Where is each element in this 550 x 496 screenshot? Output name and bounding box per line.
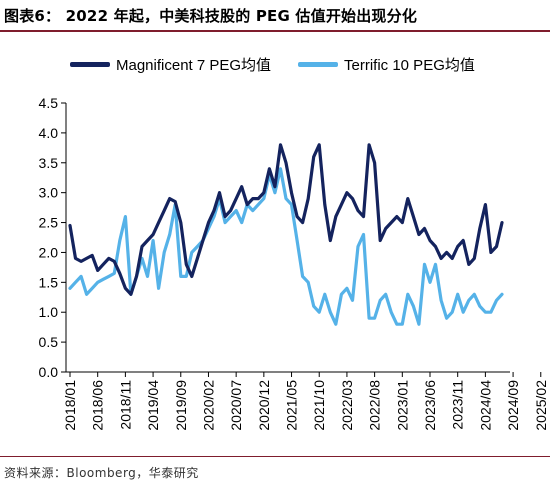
x-tick-label: 2019/04 [145,380,161,431]
x-tick-label: 2025/02 [533,380,549,431]
series-line-terrific-10 [68,167,504,326]
y-tick-label: 2.5 [39,215,59,231]
series-line-magnificent-7 [68,143,504,296]
source-divider [0,456,550,457]
legend-swatch-magnificent-7 [70,61,110,67]
title-divider [0,30,550,32]
x-tick-label: 2020/07 [228,380,244,431]
x-tick-label: 2023/11 [450,380,466,430]
legend-label-terrific-10: Terrific 10 PEG均值 [344,56,475,74]
y-tick-label: 0.5 [39,334,59,350]
y-tick-label: 1.5 [39,274,59,290]
y-tick-label: 4.0 [39,125,59,141]
title-bar: 图表6： 2022 年起，中美科技股的 PEG 估值开始出现分化 [0,0,550,30]
x-tick-label: 2019/09 [173,380,189,431]
legend-swatch-terrific-10 [298,61,338,67]
x-tick-label: 2022/03 [339,380,355,431]
x-tick-label: 2022/08 [367,380,383,431]
chart-title: 图表6： 2022 年起，中美科技股的 PEG 估值开始出现分化 [4,7,418,25]
y-tick-label: 1.0 [39,304,59,320]
x-tick-label: 2021/10 [311,380,327,431]
x-tick-label: 2020/02 [200,380,216,431]
legend-label-magnificent-7: Magnificent 7 PEG均值 [116,56,272,74]
series-layer [68,143,504,326]
y-tick-label: 2.0 [39,244,59,260]
x-tick-label: 2024/04 [477,380,493,431]
x-tick-label: 2020/12 [256,380,272,431]
y-tick-label: 0.0 [39,364,59,380]
y-tick-label: 3.0 [39,185,59,201]
y-tick-label: 4.5 [39,95,59,111]
legend-item-terrific-10: Terrific 10 PEG均值 [298,52,475,76]
x-tick-label: 2018/11 [117,380,133,430]
x-tick-label: 2018/06 [90,380,106,431]
x-tick-label: 2018/01 [62,380,78,431]
x-tick-label: 2021/05 [284,380,300,431]
x-axis: 2018/01 2018/06 2018/11 2019/04 2019/09 2020/… [62,371,549,431]
x-tick-label: 2024/09 [505,380,521,431]
source-note: 资料来源：Bloomberg，华泰研究 [4,466,199,480]
legend-item-magnificent-7: Magnificent 7 PEG均值 [70,52,271,76]
chart-legend: Magnificent 7 PEG均值 Terrific 10 PEG均值 [0,52,550,76]
x-tick-label: 2023/06 [422,380,438,431]
y-axis: 0.0 0.5 1.0 1.5 2.0 2.5 3.0 3.5 4.0 4.5 [39,95,67,380]
line-chart: 0.00.51.01.52.02.53.03.54.04.5 2018/01 20… [39,95,549,431]
x-tick-label: 2023/01 [394,380,410,431]
y-tick-label: 3.5 [39,155,59,171]
